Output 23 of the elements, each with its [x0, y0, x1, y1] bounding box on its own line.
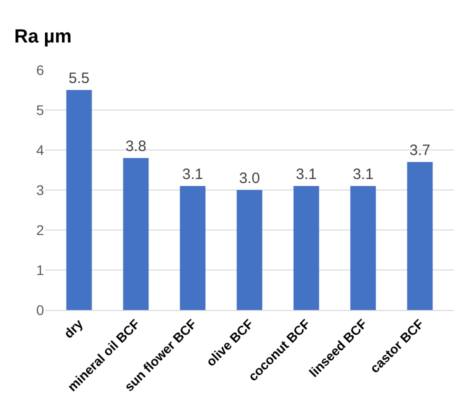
y-tick-label: 6 — [36, 62, 44, 78]
data-label: 3.1 — [182, 166, 204, 183]
y-tick-label: 3 — [36, 182, 44, 198]
data-label: 3.8 — [125, 138, 146, 155]
data-label: 3.1 — [352, 166, 374, 183]
data-label: 5.5 — [68, 70, 90, 87]
bar — [66, 90, 92, 310]
data-label: 3.7 — [409, 142, 430, 159]
y-tick-label: 0 — [36, 302, 44, 318]
y-tick-label: 1 — [36, 262, 44, 278]
bar — [350, 186, 376, 310]
bar — [294, 186, 320, 310]
chart-title: Ra µm — [14, 26, 72, 48]
y-tick-label: 4 — [36, 142, 44, 158]
y-tick-label: 2 — [36, 222, 44, 238]
bar — [180, 186, 206, 310]
data-label: 3.0 — [239, 170, 260, 187]
bar — [123, 158, 149, 310]
y-tick-label: 5 — [36, 102, 44, 118]
data-label: 3.1 — [296, 166, 317, 183]
bar — [407, 162, 433, 310]
x-tick-label: dry — [60, 316, 86, 342]
bar — [236, 190, 262, 310]
